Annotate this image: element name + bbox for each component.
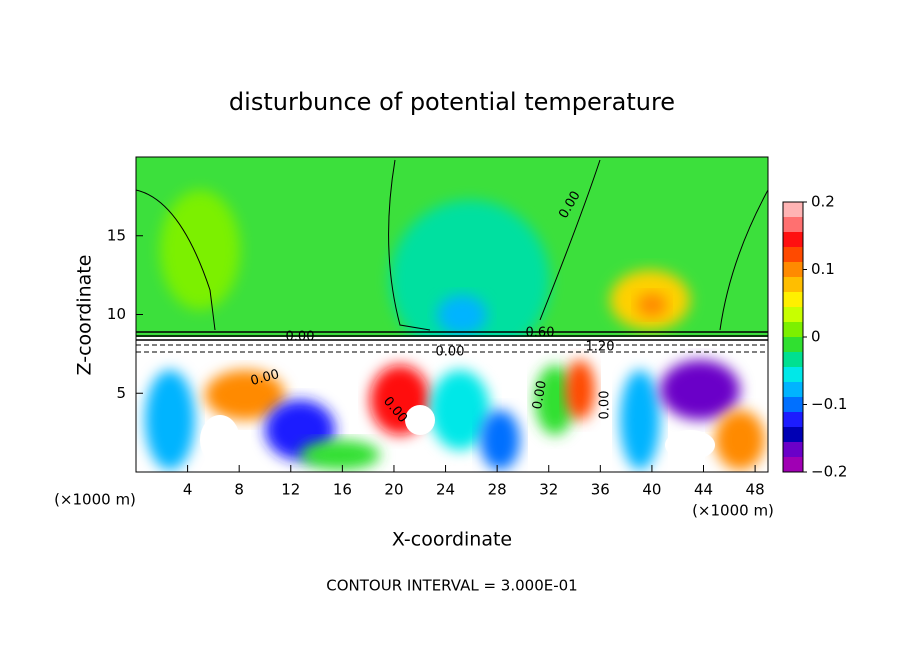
y-axis-label: Z-coordinate bbox=[74, 255, 96, 376]
colorbar-tick-label: −0.1 bbox=[811, 395, 847, 413]
colorbar-band bbox=[783, 322, 803, 338]
x-tick-label: 40 bbox=[642, 481, 661, 499]
colorbar-band bbox=[783, 382, 803, 398]
field bbox=[136, 157, 768, 472]
contour-label: 0.00 bbox=[598, 391, 613, 420]
colorbar-tick-label: 0.2 bbox=[811, 193, 835, 211]
contour-label: 0.00 bbox=[436, 345, 465, 360]
x-tick-label: 36 bbox=[591, 481, 610, 499]
colorbar-band bbox=[783, 457, 803, 473]
contour-label: 0.60 bbox=[526, 326, 555, 341]
x-tick-label: 20 bbox=[384, 481, 403, 499]
colorbar-band bbox=[783, 232, 803, 248]
contour-label: 0.00 bbox=[286, 330, 315, 345]
colorbar-band bbox=[783, 307, 803, 323]
colorbar-tick-label: 0.1 bbox=[811, 260, 835, 278]
y-tick-label: 15 bbox=[107, 226, 126, 244]
x-tick-label: 12 bbox=[281, 481, 300, 499]
colorbar-band bbox=[783, 277, 803, 293]
x-tick-label: 44 bbox=[694, 481, 713, 499]
x-tick-label: 48 bbox=[746, 481, 765, 499]
footnote: CONTOUR INTERVAL = 3.000E-01 bbox=[326, 577, 577, 595]
colorbar-band bbox=[783, 427, 803, 443]
colorbar-band bbox=[783, 412, 803, 428]
x-tick-label: 4 bbox=[183, 481, 193, 499]
colorbar-tick-label: 0 bbox=[811, 328, 821, 346]
x-tick-label: 16 bbox=[333, 481, 352, 499]
x-unit-label: (×1000 m) bbox=[692, 502, 774, 520]
x-tick-label: 8 bbox=[234, 481, 244, 499]
x-unit-label: (×1000 m) bbox=[54, 491, 136, 509]
x-tick-label: 24 bbox=[436, 481, 455, 499]
colorbar-band bbox=[783, 352, 803, 368]
colorbar-band bbox=[783, 247, 803, 263]
x-tick-label: 32 bbox=[539, 481, 558, 499]
colorbar-band bbox=[783, 442, 803, 458]
colorbar-band bbox=[783, 397, 803, 413]
x-tick-label: 28 bbox=[488, 481, 507, 499]
contour-label: 0.00 bbox=[530, 379, 550, 410]
contour-label: 1.20 bbox=[586, 340, 615, 355]
contour-label: 0.00 bbox=[249, 367, 281, 389]
chart-title: disturbunce of potential temperature bbox=[229, 88, 675, 116]
colorbar-band bbox=[783, 217, 803, 233]
colorbar-band bbox=[783, 202, 803, 218]
colorbar-band bbox=[783, 292, 803, 308]
colorbar-band bbox=[783, 367, 803, 383]
y-tick-label: 5 bbox=[116, 384, 126, 402]
y-tick-label: 10 bbox=[107, 305, 126, 323]
colorbar-band bbox=[783, 337, 803, 353]
x-axis-label: X-coordinate bbox=[392, 529, 512, 551]
colorbar-tick-label: −0.2 bbox=[811, 463, 847, 481]
colorbar-band bbox=[783, 262, 803, 278]
